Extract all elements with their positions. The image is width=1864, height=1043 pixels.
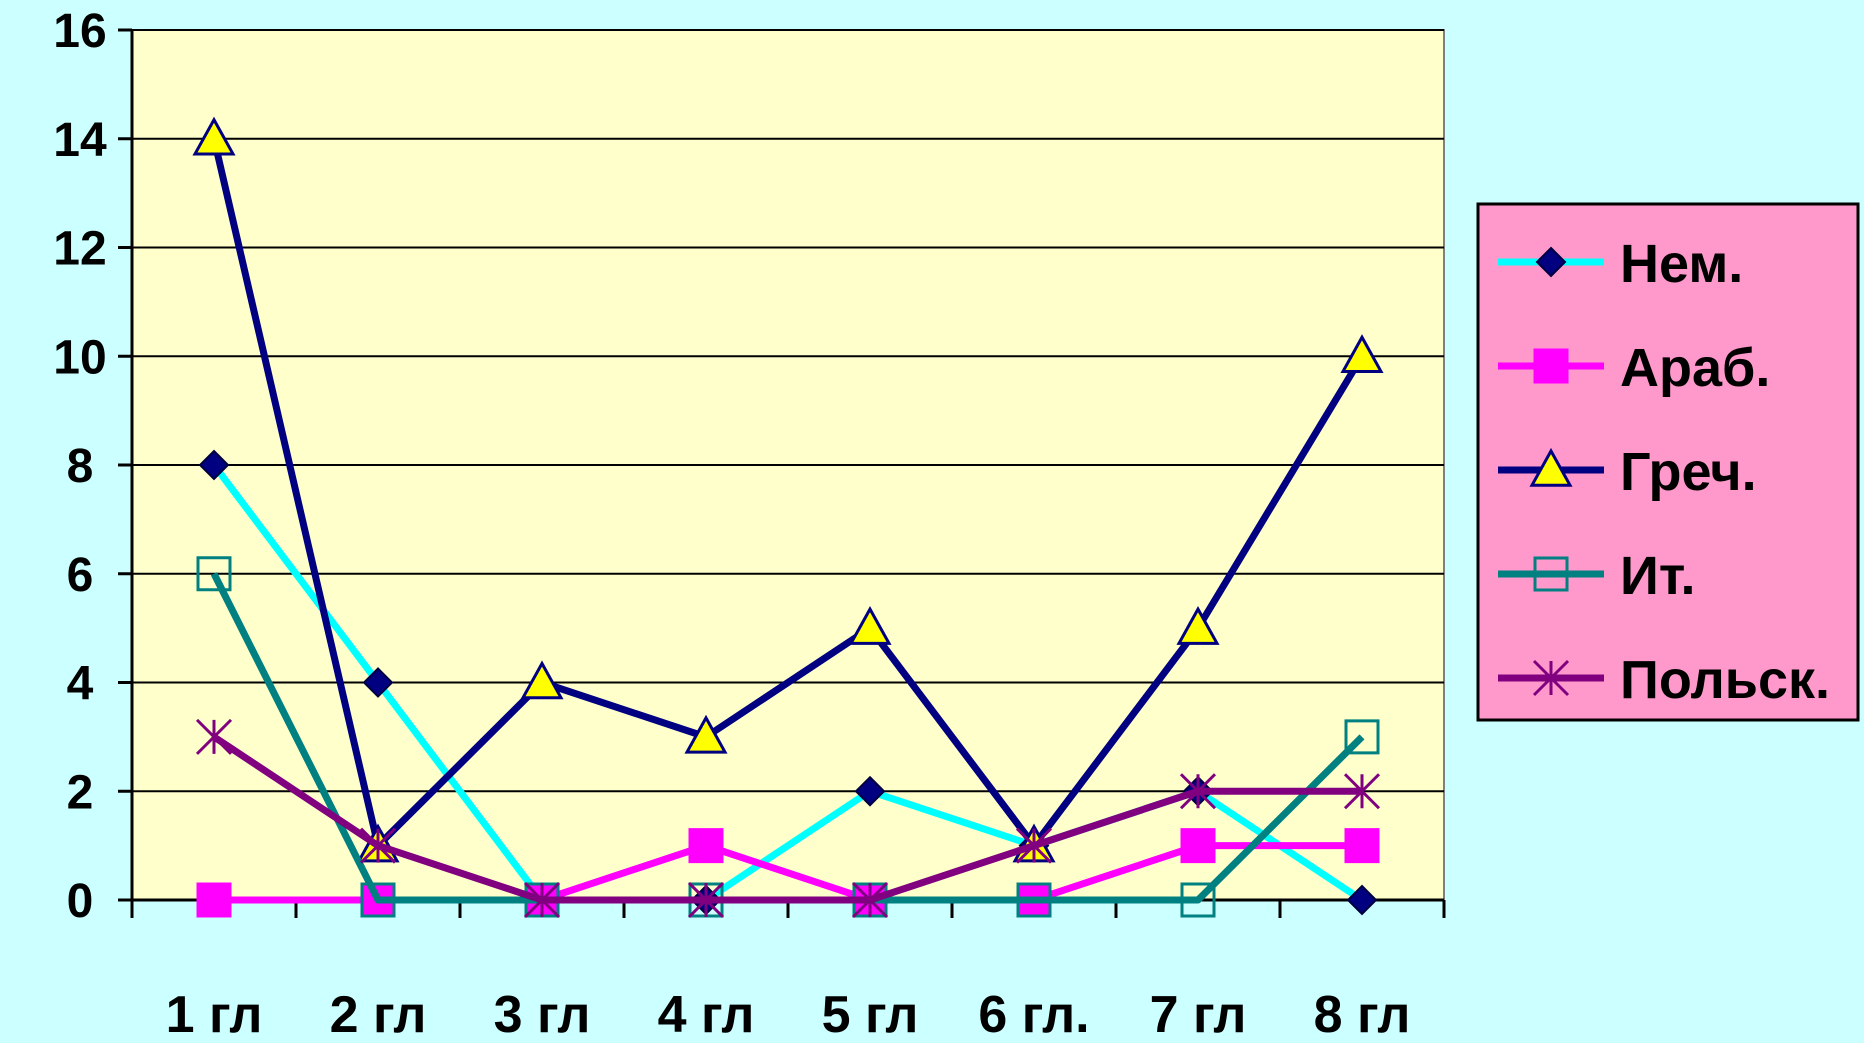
data-point bbox=[1180, 882, 1216, 918]
legend-marker bbox=[1533, 556, 1569, 592]
x-tick-label: 5 гл bbox=[822, 986, 919, 1043]
data-point bbox=[1344, 828, 1380, 864]
x-tick-label: 4 гл bbox=[658, 986, 755, 1043]
legend-marker bbox=[1535, 246, 1567, 278]
data-point bbox=[1344, 719, 1380, 755]
x-tick-label: 7 гл bbox=[1150, 986, 1247, 1043]
legend-label: Польск. bbox=[1620, 650, 1830, 710]
y-tick-label: 2 bbox=[67, 766, 94, 819]
data-point bbox=[1016, 882, 1052, 918]
legend-marker bbox=[1529, 447, 1573, 487]
data-point bbox=[1340, 334, 1384, 373]
y-axis-ticks: 0 2 4 6 8 10 12 14 16 bbox=[53, 5, 132, 928]
data-point bbox=[520, 660, 564, 700]
y-tick-label: 6 bbox=[67, 549, 94, 602]
legend-item: Польск. bbox=[1498, 650, 1830, 710]
data-point bbox=[684, 714, 728, 754]
y-tick-label: 14 bbox=[53, 114, 107, 167]
y-tick-label: 16 bbox=[53, 5, 106, 58]
legend-item: Греч. bbox=[1498, 442, 1757, 502]
data-point bbox=[688, 828, 724, 864]
legend-item: Араб. bbox=[1498, 338, 1770, 398]
legend-label: Греч. bbox=[1620, 442, 1757, 502]
legend-marker bbox=[1533, 348, 1569, 384]
y-tick-label: 0 bbox=[67, 875, 94, 928]
data-point bbox=[1179, 773, 1217, 810]
legend-box bbox=[1476, 202, 1860, 722]
x-tick-label: 3 гл bbox=[494, 986, 591, 1043]
data-point bbox=[848, 606, 892, 645]
data-point bbox=[1176, 606, 1220, 645]
legend-label: Араб. bbox=[1620, 338, 1770, 398]
y-tick-label: 10 bbox=[53, 331, 106, 384]
data-point bbox=[854, 775, 886, 807]
data-point bbox=[360, 882, 396, 918]
series-line bbox=[210, 137, 1365, 850]
data-point bbox=[1346, 884, 1378, 916]
data-point bbox=[362, 667, 394, 698]
series-group bbox=[192, 116, 1384, 919]
data-point bbox=[1015, 827, 1053, 864]
data-point bbox=[687, 881, 725, 919]
x-tick-label: 2 гл bbox=[330, 986, 427, 1043]
data-point bbox=[192, 116, 236, 156]
x-tick-label: 6 гл. bbox=[978, 986, 1089, 1043]
series-5 bbox=[195, 718, 1381, 919]
data-point bbox=[195, 718, 233, 755]
data-point bbox=[196, 882, 232, 918]
legend-label: Ит. bbox=[1620, 546, 1696, 606]
data-point bbox=[523, 881, 561, 919]
legend: Нем. Араб. Греч. Ит. Польск. bbox=[1476, 202, 1860, 722]
data-point bbox=[198, 449, 230, 481]
y-tick-label: 4 bbox=[67, 658, 94, 711]
x-axis-ticks: 1 гл 2 гл 3 гл 4 гл 5 гл 6 гл. 7 гл 8 гл bbox=[130, 900, 1446, 1043]
data-point bbox=[851, 881, 889, 919]
y-tick-label: 8 bbox=[67, 440, 94, 493]
x-tick-label: 1 гл bbox=[166, 986, 263, 1043]
legend-label: Нем. bbox=[1620, 234, 1743, 294]
legend-item: Ит. bbox=[1498, 546, 1696, 606]
series-line bbox=[212, 733, 1362, 904]
data-point bbox=[1343, 773, 1381, 810]
x-tick-label: 8 гл bbox=[1314, 986, 1411, 1043]
y-tick-label: 12 bbox=[53, 223, 106, 276]
legend-item: Нем. bbox=[1498, 234, 1743, 294]
data-point bbox=[359, 827, 397, 864]
data-point bbox=[196, 556, 232, 592]
legend-marker bbox=[1532, 659, 1570, 697]
data-point bbox=[1180, 828, 1216, 864]
